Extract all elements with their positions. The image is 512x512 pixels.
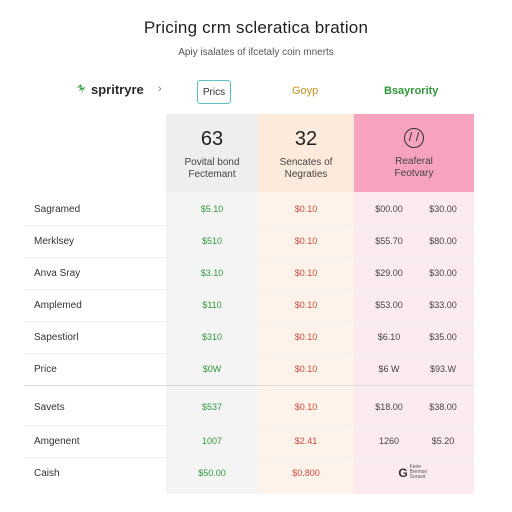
plan-3-price-b: $33.00	[429, 300, 457, 310]
tab-goyp[interactable]: Goyp	[292, 85, 319, 97]
row-label: Price	[34, 364, 57, 375]
plan-header-2: 32 Sencates of Negraties	[258, 114, 354, 192]
table-row: Anva Sray $3.10 $0.10 $29.00 $30.00	[24, 258, 474, 290]
leaf-logo-icon	[77, 83, 85, 95]
tab-bsayrority[interactable]: Bsayrority	[384, 85, 439, 97]
plan-3-price-a: $55.70	[375, 236, 403, 246]
table-row: Merklsey $510 $0.10 $55.70 $80.00	[24, 226, 474, 258]
chevron-right-icon[interactable]: ›	[158, 83, 162, 95]
plan-3-price-a: $29.00	[375, 268, 403, 278]
plan-1-price: $310	[201, 332, 223, 342]
clock-icon	[404, 128, 424, 148]
plan-1-price: $0W	[202, 364, 222, 374]
plan-3-price-b: $93.W	[429, 364, 456, 374]
plan-2-price: $2.41	[294, 436, 318, 446]
plan-3-badge: G Ferie Bremon Sorasit	[362, 465, 470, 480]
plan-2-price: $0.10	[294, 332, 318, 342]
plan-1-price: $5.10	[200, 204, 224, 214]
table-row: Sagramed $5.10 $0.10 $00.00 $30.00	[24, 194, 474, 226]
plan-2-price: $0.10	[294, 364, 318, 374]
plan-2-price: $0.10	[294, 268, 318, 278]
plan-2-price: $0.800	[292, 468, 320, 478]
row-divider	[24, 353, 474, 354]
plan-3-price-b: $30.00	[429, 268, 457, 278]
row-label: Amplemed	[34, 300, 82, 311]
page-subtitle: Apiy isalates of ifcetaly coin mnerts	[178, 47, 334, 58]
row-label: Savets	[34, 402, 65, 413]
plan-2-price: $0.10	[294, 236, 318, 246]
table-row: Savets $537 $0.10 $18.00 $38.00	[24, 392, 474, 424]
plan-2-price: $0.10	[294, 300, 318, 310]
row-label: Sapestiorl	[34, 332, 79, 343]
plan-number: 32	[294, 128, 318, 150]
plan-label: Povital bond Fectemant	[184, 157, 240, 180]
plan-1-price: $50.00	[198, 468, 226, 478]
plan-2-price: $0.10	[294, 402, 318, 412]
table-row: Caish $50.00 $0.800 G Ferie Bremon Soras…	[24, 458, 474, 490]
row-label: Amgenent	[34, 436, 80, 447]
plan-header-3: Reaferal Feotvary	[354, 114, 474, 192]
plan-label: Sencates of Negraties	[279, 157, 333, 180]
row-label: Anva Sray	[34, 268, 81, 279]
table-row: Sapestiorl $310 $0.10 $6.10 $35.00	[24, 322, 474, 354]
plan-3-price-b: $5.20	[431, 436, 455, 446]
row-divider	[24, 289, 474, 290]
row-divider	[24, 385, 474, 386]
plan-3-price-b: $80.00	[429, 236, 457, 246]
plan-3-price-b: $35.00	[429, 332, 457, 342]
g-logo-icon: G Ferie Bremon Sorasit	[398, 464, 428, 480]
row-divider	[24, 457, 474, 458]
plan-2-price: $0.10	[294, 204, 318, 214]
row-divider	[24, 257, 474, 258]
row-label: Sagramed	[34, 204, 81, 215]
plan-label: Reaferal Feotvary	[394, 156, 434, 179]
plan-3-price-a: $6 W	[378, 364, 400, 374]
row-divider	[24, 425, 474, 426]
plan-3-price-a: 1260	[378, 436, 400, 446]
plan-3-price-a: $53.00	[375, 300, 403, 310]
tab-prics[interactable]: Prics	[197, 80, 231, 104]
plan-3-price-a: $00.00	[375, 204, 403, 214]
table-row: Price $0W $0.10 $6 W $93.W	[24, 354, 474, 386]
plan-header-1: 63 Povital bond Fectemant	[166, 114, 258, 192]
brand-row: spritryre › Prics Goyp Bsayrority	[0, 80, 512, 104]
table-row: Amgenent 1007 $2.41 1260 $5.20	[24, 426, 474, 458]
row-label: Caish	[34, 468, 60, 479]
plan-1-price: $537	[201, 402, 223, 412]
plan-number: 63	[200, 128, 224, 150]
plan-1-price: $110	[202, 300, 222, 310]
brand-logo[interactable]: spritryre	[74, 82, 144, 97]
table-row: Amplemed $110 $0.10 $53.00 $33.00	[24, 290, 474, 322]
plan-1-price: $3.10	[200, 268, 224, 278]
pricing-table: 63 Povital bond Fectemant 32 Sencates of N…	[24, 114, 474, 494]
row-divider	[24, 225, 474, 226]
plan-3-price-a: $6.10	[377, 332, 401, 342]
plan-1-price: $510	[201, 236, 223, 246]
plan-3-price-b: $30.00	[429, 204, 457, 214]
row-label: Merklsey	[34, 236, 75, 247]
row-divider	[24, 321, 474, 322]
brand-name: spritryre	[91, 82, 144, 97]
page-title: Pricing crm scleratica bration	[143, 18, 369, 37]
plan-1-price: 1007	[201, 436, 223, 446]
plan-3-price-b: $38.00	[429, 402, 457, 412]
plan-3-price-a: $18.00	[375, 402, 403, 412]
